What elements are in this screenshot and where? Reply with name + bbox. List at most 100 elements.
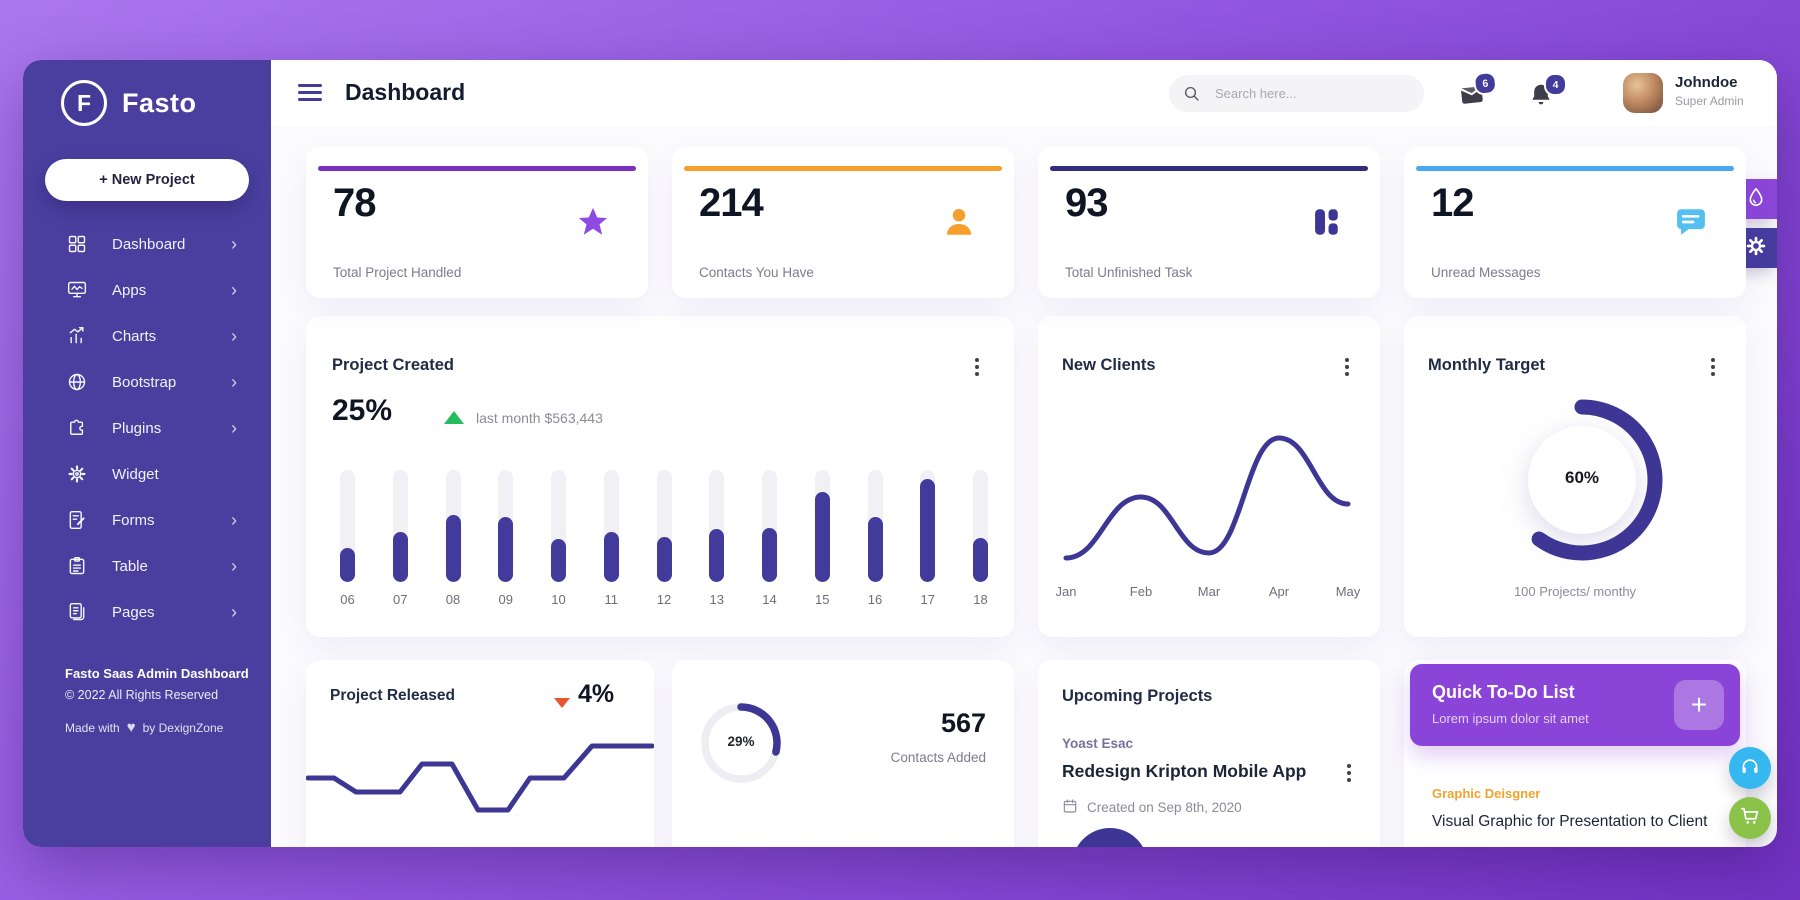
user-info[interactable]: Johndoe Super Admin bbox=[1675, 74, 1744, 108]
bar-label: 17 bbox=[920, 592, 935, 607]
month-label: Mar bbox=[1197, 584, 1221, 599]
sidebar-item-label: Widget bbox=[112, 465, 159, 483]
search-bar[interactable] bbox=[1169, 75, 1424, 112]
stat-label: Total Project Handled bbox=[333, 265, 462, 280]
bar-13: 13 bbox=[709, 470, 725, 607]
chat-icon bbox=[1674, 205, 1708, 239]
bar-07: 07 bbox=[392, 470, 408, 607]
brand-name: Fasto bbox=[122, 87, 197, 118]
bar-label: 10 bbox=[551, 592, 566, 607]
new-project-button[interactable]: + New Project bbox=[45, 159, 249, 201]
sidebar-menu: Dashboard › Apps › Charts › Bootstrap › Plug… bbox=[23, 221, 271, 635]
sidebar: F Fasto + New Project Dashboard › Apps › C… bbox=[23, 60, 271, 847]
sidebar-item-bootstrap[interactable]: Bootstrap › bbox=[23, 359, 271, 405]
target-caption: 100 Projects/ monthy bbox=[1513, 584, 1637, 599]
chevron-right-icon: › bbox=[231, 510, 237, 530]
upcoming-projects-card: Upcoming Projects Yoast Esac Redesign Kr… bbox=[1038, 660, 1380, 847]
shop-button[interactable] bbox=[1729, 797, 1771, 839]
accent-line bbox=[1416, 166, 1734, 171]
chevron-right-icon: › bbox=[231, 602, 237, 622]
project-released-step-chart bbox=[306, 743, 654, 813]
user-icon bbox=[942, 205, 976, 239]
kebab-menu-icon[interactable] bbox=[970, 358, 984, 378]
calendar-icon bbox=[1062, 798, 1078, 817]
notifications-badge: 4 bbox=[1544, 73, 1567, 96]
sidebar-item-widget[interactable]: Widget bbox=[23, 451, 271, 497]
app-window: F Fasto + New Project Dashboard › Apps › C… bbox=[23, 60, 1777, 847]
chevron-right-icon: › bbox=[231, 556, 237, 576]
chevron-right-icon: › bbox=[231, 326, 237, 346]
messages-button[interactable]: 6 bbox=[1458, 70, 1498, 111]
card-title: New Clients bbox=[1062, 356, 1156, 374]
gear-icon bbox=[67, 464, 87, 484]
support-button[interactable] bbox=[1729, 747, 1771, 789]
chevron-right-icon: › bbox=[231, 234, 237, 254]
stat-card-2: 93 Total Unfinished Task bbox=[1038, 147, 1380, 298]
monitor-icon bbox=[67, 280, 87, 300]
month-label: Jan bbox=[1055, 584, 1077, 599]
donut-percent-label: 60% bbox=[1564, 468, 1600, 487]
search-input[interactable] bbox=[1213, 85, 1410, 102]
new-clients-line-chart bbox=[1063, 435, 1351, 561]
decline-percent: 4% bbox=[578, 680, 615, 708]
notifications-button[interactable]: 4 bbox=[1528, 73, 1567, 112]
add-todo-button[interactable]: + bbox=[1674, 680, 1724, 730]
sidebar-item-label: Plugins bbox=[112, 419, 162, 437]
blocks-icon bbox=[1308, 205, 1342, 239]
bar-label: 16 bbox=[867, 592, 883, 607]
bar-17: 17 bbox=[920, 470, 936, 607]
stat-value: 93 bbox=[1065, 181, 1108, 225]
heart-icon: ♥ bbox=[126, 719, 136, 736]
avatar[interactable] bbox=[1623, 73, 1663, 113]
new-clients-card: New Clients Jan Feb Mar Apr May bbox=[1038, 316, 1380, 637]
kebab-menu-icon[interactable] bbox=[1706, 358, 1720, 378]
sidebar-item-charts[interactable]: Charts › bbox=[23, 313, 271, 359]
sidebar-item-forms[interactable]: Forms › bbox=[23, 497, 271, 543]
bar-label: 13 bbox=[709, 592, 724, 607]
search-icon bbox=[1184, 86, 1199, 101]
contacts-added-card: 29% 567 Contacts Added bbox=[672, 660, 1014, 847]
table-icon bbox=[67, 556, 87, 576]
stat-value: 78 bbox=[333, 181, 376, 225]
sidebar-item-pages[interactable]: Pages › bbox=[23, 589, 271, 635]
form-icon bbox=[67, 510, 87, 530]
project-created-card: Project Created 25% last month $563,443 … bbox=[306, 316, 1014, 637]
stat-card-3: 12 Unread Messages bbox=[1404, 147, 1746, 298]
stat-value: 12 bbox=[1431, 181, 1474, 225]
created-date: Created on Sep 8th, 2020 bbox=[1062, 798, 1242, 817]
bar-label: 15 bbox=[815, 592, 830, 607]
sidebar-item-label: Dashboard bbox=[112, 235, 186, 253]
contacts-label: Contacts Added bbox=[890, 750, 986, 765]
sidebar-item-label: Charts bbox=[112, 327, 157, 345]
kebab-menu-icon[interactable] bbox=[1342, 764, 1356, 784]
stat-value: 214 bbox=[699, 181, 764, 225]
kebab-menu-icon[interactable] bbox=[1340, 358, 1354, 378]
star-icon bbox=[576, 205, 610, 239]
sidebar-item-plugins[interactable]: Plugins › bbox=[23, 405, 271, 451]
project-bars-chart: 06 07 08 09 10 11 12 13 14 15 16 17 18 bbox=[340, 470, 988, 607]
hamburger-menu-icon[interactable] bbox=[298, 84, 322, 105]
page-title: Dashboard bbox=[345, 79, 466, 105]
headphones-icon bbox=[1739, 755, 1761, 782]
project-name: Redesign Kripton Mobile App bbox=[1062, 761, 1307, 781]
bar-label: 14 bbox=[762, 592, 777, 607]
sidebar-item-apps[interactable]: Apps › bbox=[23, 267, 271, 313]
month-label: May bbox=[1335, 584, 1361, 599]
bar-10: 10 bbox=[551, 470, 566, 607]
grid-icon bbox=[67, 234, 87, 254]
sidebar-item-table[interactable]: Table › bbox=[23, 543, 271, 589]
card-title: Monthly Target bbox=[1428, 356, 1546, 374]
project-released-card: Project Released 4% bbox=[306, 660, 654, 847]
sidebar-item-label: Apps bbox=[112, 281, 147, 299]
brand[interactable]: F Fasto bbox=[23, 60, 271, 126]
todo-subtitle: Lorem ipsum dolor sit amet bbox=[1432, 711, 1589, 726]
accent-line bbox=[318, 166, 636, 171]
bar-06: 06 bbox=[340, 470, 355, 607]
quick-todo-banner: Quick To-Do List Lorem ipsum dolor sit a… bbox=[1410, 664, 1740, 746]
sidebar-item-dashboard[interactable]: Dashboard › bbox=[23, 221, 271, 267]
bell-icon bbox=[1528, 84, 1554, 112]
bar-label: 18 bbox=[973, 592, 988, 607]
cart-icon bbox=[1739, 805, 1761, 832]
user-role: Super Admin bbox=[1675, 94, 1744, 108]
